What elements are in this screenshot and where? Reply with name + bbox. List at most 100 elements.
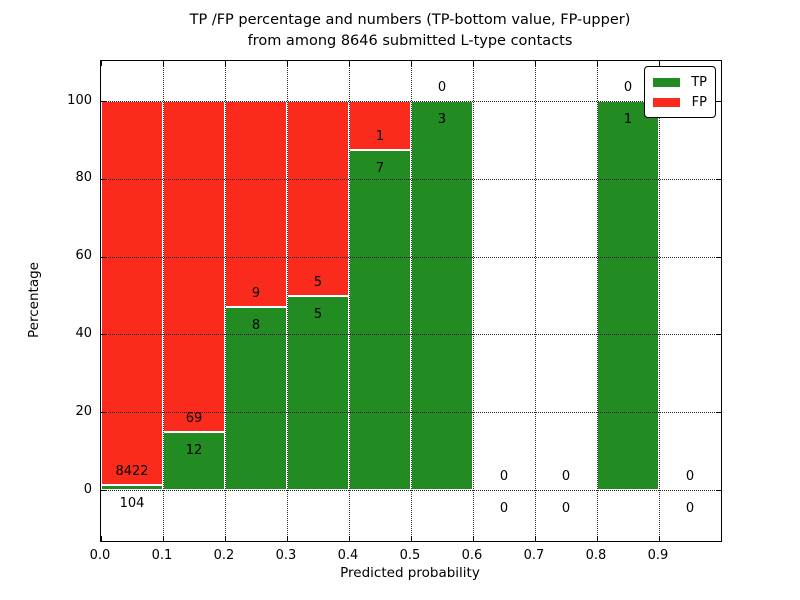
fp-count-label: 9 <box>251 285 261 301</box>
x-tick-label: 0.2 <box>213 548 235 563</box>
x-tick-label: 0.0 <box>89 548 111 563</box>
fp-bar-segment <box>225 101 287 307</box>
x-tick-label: 0.8 <box>585 548 607 563</box>
x-tick-mark <box>225 536 226 541</box>
tp-count-label: 12 <box>185 443 203 459</box>
tp-bar-segment <box>101 485 163 491</box>
x-tick-mark <box>535 536 536 541</box>
gridline-horizontal <box>101 490 721 492</box>
y-tick-label: 0 <box>83 481 92 497</box>
x-tick-mark-top <box>287 61 288 66</box>
y-tick-mark <box>101 412 106 414</box>
fp-bar-segment <box>287 101 349 296</box>
gridline-horizontal <box>101 178 721 180</box>
legend: TP FP <box>644 66 716 118</box>
x-tick-mark-top <box>597 61 598 66</box>
gridline-horizontal <box>101 334 721 336</box>
x-tick-mark-top <box>225 61 226 66</box>
legend-label-tp: TP <box>691 74 707 90</box>
fp-count-label: 5 <box>313 274 323 290</box>
tp-bar-segment <box>349 149 411 491</box>
x-tick-mark <box>287 536 288 541</box>
x-tick-mark <box>349 536 350 541</box>
x-tick-mark-top <box>163 61 164 66</box>
legend-label-fp: FP <box>691 94 707 110</box>
fp-count-label: 0 <box>623 80 633 96</box>
chart-title: TP /FP percentage and numbers (TP-bottom… <box>100 10 720 52</box>
plot-area: 8422 104 69 12 9 8 5 5 1 7 0 3 0 0 0 0 0 1 0 0 <box>100 60 722 542</box>
y-tick-mark <box>101 256 106 258</box>
fp-legend-swatch-icon <box>653 97 680 107</box>
y-tick-label: 100 <box>67 92 92 108</box>
tp-bar-segment <box>287 295 349 491</box>
y-tick-label: 40 <box>75 325 92 341</box>
tp-bar-segment <box>163 432 225 491</box>
y-tick-mark <box>101 334 106 336</box>
y-tick-mark-right <box>716 490 721 492</box>
y-tick-mark-right <box>716 178 721 180</box>
tp-count-label: 8 <box>251 317 261 333</box>
gridline-vertical <box>411 61 412 541</box>
x-tick-mark <box>101 536 102 541</box>
gridline-vertical <box>163 61 164 541</box>
fp-count-label: 0 <box>499 469 509 485</box>
x-tick-label: 0.9 <box>647 548 669 563</box>
gridline-vertical <box>225 61 226 541</box>
y-tick-label: 80 <box>75 170 92 186</box>
fp-count-label: 0 <box>561 469 571 485</box>
gridline-vertical <box>349 61 350 541</box>
gridline-horizontal <box>101 256 721 258</box>
legend-entry-fp: FP <box>653 92 707 112</box>
fp-count-label: 0 <box>437 80 447 96</box>
legend-entry-tp: TP <box>653 72 707 92</box>
tp-count-label: 1 <box>623 112 633 128</box>
x-tick-mark-top <box>659 61 660 66</box>
x-tick-mark <box>163 536 164 541</box>
y-tick-label: 20 <box>75 403 92 419</box>
gridline-vertical <box>597 61 598 541</box>
x-tick-mark <box>659 536 660 541</box>
gridline-horizontal <box>101 412 721 414</box>
gridline-horizontal <box>101 101 721 103</box>
fp-count-label: 8422 <box>115 464 149 480</box>
tp-count-label: 104 <box>119 496 145 512</box>
x-tick-mark <box>473 536 474 541</box>
x-tick-mark-top <box>349 61 350 66</box>
y-tick-mark-right <box>716 412 721 414</box>
x-tick-label: 0.1 <box>151 548 173 563</box>
x-tick-label: 0.4 <box>337 548 359 563</box>
x-tick-mark-top <box>473 61 474 66</box>
x-tick-label: 0.5 <box>399 548 421 563</box>
tp-legend-swatch-icon <box>653 77 680 87</box>
y-tick-mark <box>101 490 106 492</box>
x-tick-mark-top <box>411 61 412 66</box>
fp-bar-segment <box>101 101 163 486</box>
x-tick-mark-top <box>535 61 536 66</box>
x-axis-label: Predicted probability <box>340 565 480 581</box>
tp-count-label: 7 <box>375 160 385 176</box>
x-tick-label: 0.7 <box>523 548 545 563</box>
fp-bar-segment <box>163 101 225 433</box>
y-tick-mark <box>101 178 106 180</box>
x-tick-mark-top <box>101 61 102 66</box>
fp-count-label: 0 <box>685 469 695 485</box>
tp-count-label: 0 <box>685 501 695 517</box>
chart-title-line2: from among 8646 submitted L-type contact… <box>247 33 573 49</box>
gridline-vertical <box>287 61 288 541</box>
y-tick-mark-right <box>716 334 721 336</box>
tp-count-label: 5 <box>313 306 323 322</box>
chart-title-line1: TP /FP percentage and numbers (TP-bottom… <box>189 12 631 28</box>
gridline-vertical <box>535 61 536 541</box>
tp-count-label: 3 <box>437 112 447 128</box>
x-tick-label: 0.3 <box>275 548 297 563</box>
gridline-vertical <box>473 61 474 541</box>
y-tick-label: 60 <box>75 248 92 264</box>
fp-count-label: 1 <box>375 128 385 144</box>
tp-bar-segment <box>411 101 473 491</box>
y-tick-mark <box>101 101 106 103</box>
y-axis-label: Percentage <box>26 262 42 338</box>
y-tick-mark-right <box>716 101 721 103</box>
x-tick-mark <box>411 536 412 541</box>
tp-count-label: 0 <box>499 501 509 517</box>
